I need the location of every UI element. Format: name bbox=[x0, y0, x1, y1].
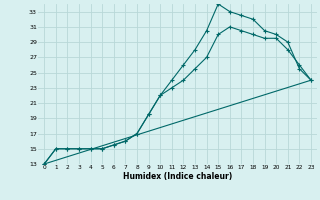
X-axis label: Humidex (Indice chaleur): Humidex (Indice chaleur) bbox=[123, 172, 232, 181]
